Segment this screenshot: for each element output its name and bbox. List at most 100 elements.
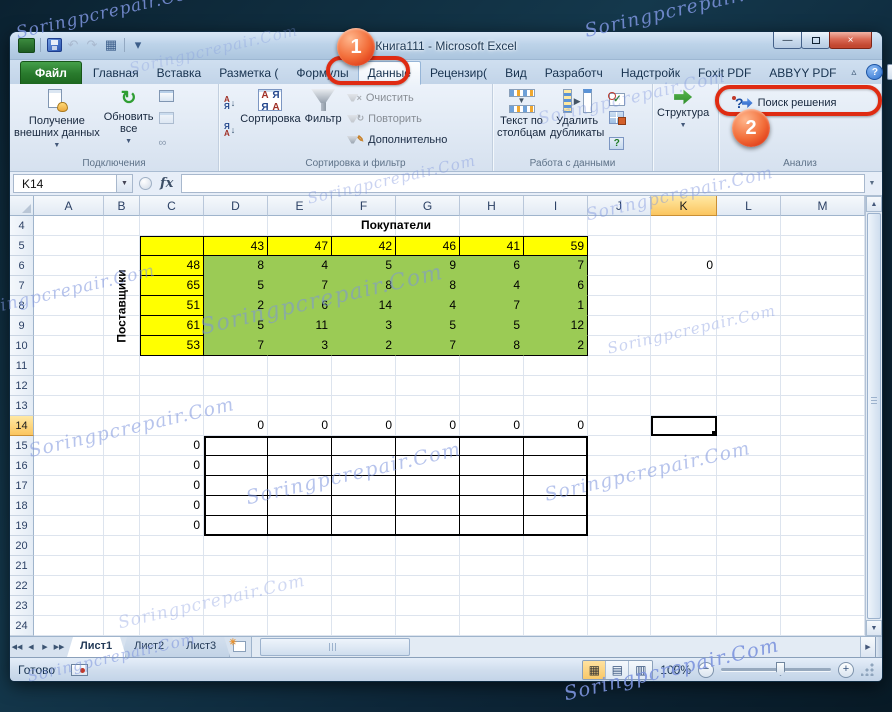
cell-J15[interactable]: [588, 436, 651, 456]
row-header-10[interactable]: 10: [10, 336, 34, 356]
cell-K5[interactable]: [651, 236, 717, 256]
what-if-analysis-button[interactable]: ?: [609, 133, 625, 151]
cell-L21[interactable]: [717, 556, 781, 576]
row-header-23[interactable]: 23: [10, 596, 34, 616]
cell-M18[interactable]: [781, 496, 865, 516]
sheet-tab-лист3[interactable]: Лист3: [173, 637, 230, 657]
insert-function-icon[interactable]: fx: [160, 176, 174, 191]
cell-M24[interactable]: [781, 616, 865, 636]
row-header-16[interactable]: 16: [10, 456, 34, 476]
cell-G21[interactable]: [396, 556, 460, 576]
tab-разработч[interactable]: Разработч: [544, 66, 603, 80]
cell-K24[interactable]: [651, 616, 717, 636]
minimize-icon[interactable]: —: [773, 32, 802, 49]
cell-M14[interactable]: [781, 416, 865, 436]
cell-K4[interactable]: [651, 216, 717, 236]
cell-I12[interactable]: [524, 376, 588, 396]
cell-G11[interactable]: [396, 356, 460, 376]
cell-C23[interactable]: [140, 596, 204, 616]
cell-H18[interactable]: [460, 496, 524, 516]
cell-D21[interactable]: [204, 556, 268, 576]
cell-D16[interactable]: [204, 456, 268, 476]
cell-G23[interactable]: [396, 596, 460, 616]
cell-H22[interactable]: [460, 576, 524, 596]
cell-F19[interactable]: [332, 516, 396, 536]
cell-J7[interactable]: [588, 276, 651, 296]
cell-L8[interactable]: [717, 296, 781, 316]
help-icon[interactable]: ?: [866, 64, 884, 80]
cell-D10[interactable]: 7: [204, 336, 268, 356]
cell-E22[interactable]: [268, 576, 332, 596]
cell-G17[interactable]: [396, 476, 460, 496]
cell-A14[interactable]: [34, 416, 104, 436]
cell-J16[interactable]: [588, 456, 651, 476]
cell-H4[interactable]: [460, 216, 524, 236]
cell-E12[interactable]: [268, 376, 332, 396]
cell-B23[interactable]: [104, 596, 140, 616]
cell-L16[interactable]: [717, 456, 781, 476]
cell-K14[interactable]: [651, 416, 717, 436]
cell-G10[interactable]: 7: [396, 336, 460, 356]
cell-I7[interactable]: 6: [524, 276, 588, 296]
cell-I4[interactable]: [524, 216, 588, 236]
horizontal-scroll-thumb[interactable]: [260, 638, 411, 656]
cell-J9[interactable]: [588, 316, 651, 336]
cell-B11[interactable]: [104, 356, 140, 376]
cell-A5[interactable]: [34, 236, 104, 256]
cell-D20[interactable]: [204, 536, 268, 556]
cell-K12[interactable]: [651, 376, 717, 396]
cell-H11[interactable]: [460, 356, 524, 376]
cell-A12[interactable]: [34, 376, 104, 396]
cell-F20[interactable]: [332, 536, 396, 556]
cell-C10[interactable]: 53: [140, 336, 204, 356]
cell-C5[interactable]: [140, 236, 204, 256]
name-box-dropdown-icon[interactable]: ▼: [117, 174, 133, 193]
row-header-7[interactable]: 7: [10, 276, 34, 296]
cell-G4[interactable]: [396, 216, 460, 236]
cell-F9[interactable]: 3: [332, 316, 396, 336]
cell-K21[interactable]: [651, 556, 717, 576]
cell-C19[interactable]: 0: [140, 516, 204, 536]
tab-главная[interactable]: Главная: [92, 66, 139, 80]
cell-I9[interactable]: 12: [524, 316, 588, 336]
cell-J14[interactable]: [588, 416, 651, 436]
cell-B10[interactable]: [104, 336, 140, 356]
cell-K11[interactable]: [651, 356, 717, 376]
name-box[interactable]: K14: [13, 174, 117, 193]
cell-J13[interactable]: [588, 396, 651, 416]
window-minimize-icon[interactable]: –: [887, 64, 892, 80]
cell-H19[interactable]: [460, 516, 524, 536]
cell-A21[interactable]: [34, 556, 104, 576]
sort-az-button[interactable]: А Я ↓: [224, 89, 235, 112]
cell-E13[interactable]: [268, 396, 332, 416]
cell-M11[interactable]: [781, 356, 865, 376]
cell-B5[interactable]: [104, 236, 140, 256]
cell-C6[interactable]: 48: [140, 256, 204, 276]
cell-K18[interactable]: [651, 496, 717, 516]
zoom-in-icon[interactable]: +: [838, 661, 854, 678]
cell-H9[interactable]: 5: [460, 316, 524, 336]
cell-J4[interactable]: [588, 216, 651, 236]
cell-E6[interactable]: 4: [268, 256, 332, 276]
column-header-A[interactable]: A: [34, 196, 104, 216]
cell-I10[interactable]: 2: [524, 336, 588, 356]
tab-abbyy-pdf[interactable]: ABBYY PDF: [769, 66, 837, 80]
cell-K19[interactable]: [651, 516, 717, 536]
row-header-4[interactable]: 4: [10, 216, 34, 236]
qat-dropdown-icon[interactable]: ▾: [134, 37, 142, 52]
cell-C20[interactable]: [140, 536, 204, 556]
row-header-17[interactable]: 17: [10, 476, 34, 496]
vertical-scrollbar[interactable]: ▲ ▼: [865, 196, 882, 636]
cell-D14[interactable]: 0: [204, 416, 268, 436]
cell-K17[interactable]: [651, 476, 717, 496]
column-header-F[interactable]: F: [332, 196, 396, 216]
cell-A15[interactable]: [34, 436, 104, 456]
column-header-H[interactable]: H: [460, 196, 524, 216]
cell-G9[interactable]: 5: [396, 316, 460, 336]
cell-K7[interactable]: [651, 276, 717, 296]
cell-D19[interactable]: [204, 516, 268, 536]
cell-L12[interactable]: [717, 376, 781, 396]
cell-L9[interactable]: [717, 316, 781, 336]
cell-B13[interactable]: [104, 396, 140, 416]
cell-D8[interactable]: 2: [204, 296, 268, 316]
